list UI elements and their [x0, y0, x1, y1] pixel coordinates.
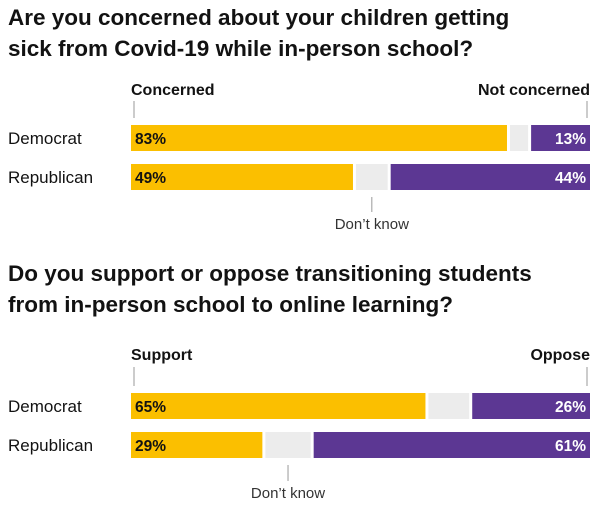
q1-bar-democrat-concerned [131, 125, 507, 151]
q2-row-label-republican: Republican [8, 436, 93, 455]
q2-value-label-republican-yes: 29% [135, 438, 166, 455]
q1-row-label-democrat: Democrat [8, 129, 82, 148]
question-2-title-line-1: Do you support or oppose transitioning s… [8, 261, 532, 286]
question-1-title-line-2: sick from Covid-19 while in-person schoo… [8, 36, 474, 61]
q2-bar-democrat-support [131, 393, 426, 419]
q2-row-label-democrat: Democrat [8, 397, 82, 416]
q2-bar-republican-support [131, 432, 263, 458]
q1-bar-democrat-not-concerned [531, 125, 590, 151]
question-1-title-line-1: Are you concerned about your children ge… [8, 5, 510, 30]
q2-dont-know-label: Don’t know [251, 485, 325, 502]
q2-right-header: Oppose [530, 347, 590, 364]
q1-value-label-democrat-no: 13% [555, 131, 586, 148]
q2-value-label-democrat-no: 26% [555, 399, 586, 416]
q1-value-label-republican-no: 44% [555, 170, 586, 187]
q2-bar-republican-oppose [313, 432, 590, 458]
q2-bar-republican-dont-know [265, 432, 311, 458]
q1-bar-republican-dont-know [355, 164, 388, 190]
q1-row-label-republican: Republican [8, 168, 93, 187]
q2-left-header: Support [131, 347, 193, 364]
q1-left-header: Concerned [131, 82, 215, 99]
question-2-title: Do you support or oppose transitioning s… [8, 258, 532, 320]
question-2-title-line-2: from in-person school to online learning… [8, 292, 454, 317]
q1-bar-republican-concerned [131, 164, 353, 190]
q2-value-label-democrat-yes: 65% [135, 399, 166, 416]
q1-right-header: Not concerned [478, 82, 590, 99]
q1-bar-republican-not-concerned [390, 164, 590, 190]
q1-value-label-democrat-yes: 83% [135, 131, 166, 148]
question-1-title: Are you concerned about your children ge… [8, 2, 509, 64]
q2-bar-democrat-oppose [472, 393, 590, 419]
q2-bar-democrat-dont-know [428, 393, 470, 419]
q1-bar-democrat-dont-know [509, 125, 529, 151]
q2-value-label-republican-no: 61% [555, 438, 586, 455]
q1-dont-know-label: Don’t know [335, 216, 409, 233]
q1-value-label-republican-yes: 49% [135, 170, 166, 187]
